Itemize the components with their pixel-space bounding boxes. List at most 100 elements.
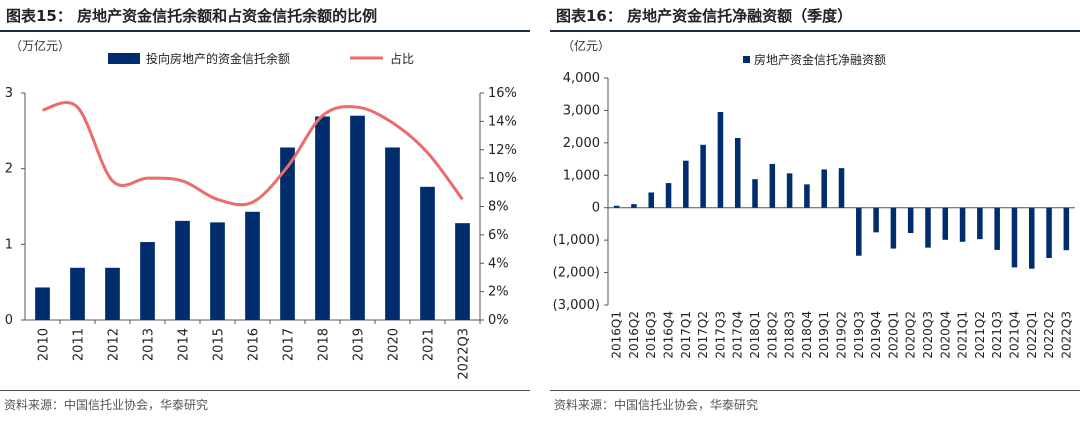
y2-tick-label: 8% [488,200,509,215]
y-tick-label: (1,000) [553,233,600,248]
bar [717,112,724,208]
x-tick-label: 2016 [247,328,262,361]
bar [821,169,827,208]
y-tick-label: 1,000 [563,168,600,183]
bar [752,179,758,208]
y-tick-label: 3 [5,86,13,101]
bar [1011,207,1018,268]
title-rule [0,30,530,32]
bar [350,115,365,320]
y2-tick-label: 6% [488,228,509,243]
bar [977,207,983,240]
y2-tick-label: 4% [488,256,509,271]
figure-16-panel: 图表16： 房地产资金信托净融资额（季度） （亿元） 房地产资金信托净融资额 4,0… [550,0,1080,426]
y-tick-label: (2,000) [553,266,600,281]
bar [175,220,190,320]
figure-15-panel: 图表15： 房地产资金信托余额和占资金信托余额的比例 （万亿元） 投向房地产的资金… [0,0,530,426]
bar [907,207,914,234]
y-tick-label: 2 [5,162,13,177]
bar [1028,207,1035,269]
x-tick-label: 2021Q2 [973,311,987,359]
x-tick-label: 2017Q1 [679,311,693,359]
source-rule [0,390,530,391]
x-tick-label: 2017Q3 [713,311,727,359]
y-tick-label: (3,000) [553,298,600,313]
legend-swatch-bar [743,56,750,63]
y2-tick-label: 16% [488,86,517,101]
x-tick-label: 2017Q4 [731,311,745,359]
y-tick-label: 0 [5,313,13,328]
share-line [42,101,464,207]
x-tick-label: 2020Q1 [886,311,900,359]
x-tick-label: 2020 [387,328,402,361]
bar [873,207,879,233]
bar [105,267,120,320]
x-tick-label: 2014 [177,328,192,361]
y-tick-label: 1 [5,237,13,252]
x-tick-label: 2019Q1 [817,311,831,359]
x-tick-label: 2022Q1 [1025,311,1039,359]
legend-swatch-bar [108,53,140,64]
title-rule [550,30,1080,32]
bar [70,267,85,320]
y2-tick-label: 0% [488,313,509,328]
x-tick-label: 2010 [37,328,52,361]
bar [455,223,470,320]
x-tick-label: 2018Q3 [783,311,797,359]
legend-label: 占比 [390,51,414,66]
bar [1046,207,1052,258]
bar [942,207,949,240]
balance-and-share-chart: （万亿元） 投向房地产的资金信托余额 占比 0 1 2 3 0% 2% 4% 6% 8% 10% 12% 1… [5,38,517,380]
x-tick-label: 2021Q3 [990,311,1004,359]
bar [280,147,295,320]
x-tick-label: 2019Q2 [835,311,849,359]
bar [769,163,776,208]
unit-label: （万亿元） [10,38,70,53]
bar [245,211,260,320]
x-tick-label: 2016Q1 [610,311,624,359]
x-tick-label: 2011 [72,328,87,361]
bar [683,160,689,208]
x-tick-label: 2021Q1 [956,311,970,359]
x-tick-label: 2019Q3 [852,311,866,359]
bar [700,144,706,208]
y2-tick-label: 14% [488,114,517,129]
y2-tick-label: 10% [488,171,517,186]
bar [734,137,741,208]
bar [1063,207,1070,251]
bar [210,222,225,320]
x-tick-label: 2020Q4 [938,311,952,359]
bar [35,287,50,320]
x-tick-label: 2020Q3 [921,311,935,359]
x-tick-label: 2018Q4 [800,311,814,359]
bar [613,205,620,208]
net-financing-chart: （亿元） 房地产资金信托净融资额 4,000 3,000 2,000 1,000 0 (1,0… [553,38,1075,359]
legend-label: 投向房地产的资金信托余额 [146,51,290,66]
bar [631,204,637,208]
bar [420,186,435,320]
x-tick-label: 2022Q2 [1042,311,1056,359]
x-tick-label: 2022Q3 [1059,311,1073,359]
y-tick-label: 0 [592,201,600,216]
bar [315,116,330,320]
y2-tick-label: 2% [488,285,509,300]
x-tick-label: 2021Q4 [1007,311,1021,359]
x-tick-label: 2018Q1 [748,311,762,359]
bar [665,183,672,208]
bar [804,184,810,208]
bar [786,173,793,208]
x-tick-label: 2017Q2 [696,311,710,359]
x-tick-label: 2015 [212,328,227,361]
x-tick-label: 2016Q4 [662,311,676,359]
x-tick-label: 2013 [142,328,157,361]
bar [856,207,862,256]
source-note: 资料来源：中国信托业协会，华泰研究 [4,398,209,412]
bar [925,207,931,248]
x-tick-label: 2019Q4 [869,311,883,359]
source-rule [550,390,1080,391]
y-tick-label: 3,000 [563,103,600,118]
x-tick-label: 2016Q2 [627,311,641,359]
bar [959,207,966,242]
y-tick-label: 4,000 [563,71,600,86]
unit-label: （亿元） [562,38,610,53]
